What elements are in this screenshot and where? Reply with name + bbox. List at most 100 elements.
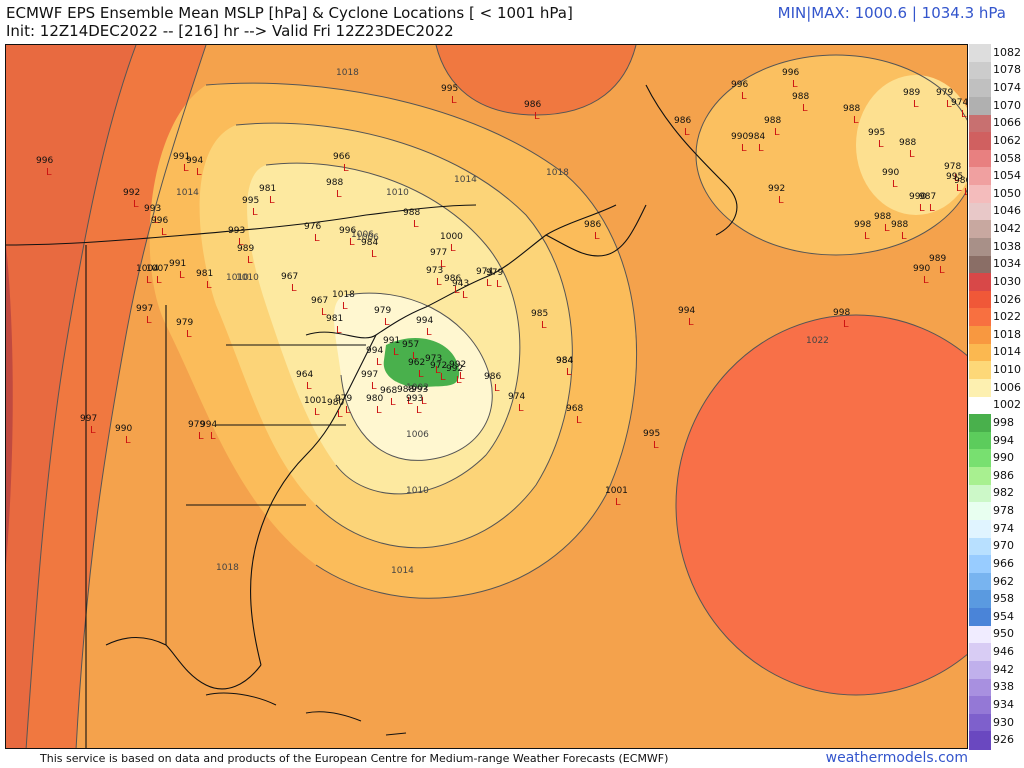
cyclone-pressure-label: 964 [296, 370, 313, 380]
cyclone-pressure-label: 989 [237, 244, 254, 254]
isobar-label: 1010 [406, 486, 429, 496]
cyclone-pressure-label: 968 [566, 404, 583, 414]
colorbar-label: 1014 [993, 345, 1021, 359]
cyclone-l-marker: L [913, 99, 919, 110]
isobar-label: 1018 [546, 168, 569, 178]
colorbar-label: 1030 [993, 274, 1021, 288]
colorbar-label: 958 [993, 592, 1014, 606]
colorbar-label: 1002 [993, 398, 1021, 412]
colorbar-label: 946 [993, 645, 1014, 659]
cyclone-l-marker: L [343, 163, 349, 174]
isobar-label: 1002 [406, 383, 429, 393]
cyclone-l-marker: L [291, 283, 297, 294]
cyclone-l-marker: L [518, 403, 524, 414]
colorbar-label: 1066 [993, 116, 1021, 130]
cyclone-l-marker: L [314, 233, 320, 244]
cyclone-pressure-label: 1004 [136, 264, 159, 274]
isobar-labels: 1018 1014 1010 1006 1002 1006 1010 1014 1018 1022… [176, 68, 829, 576]
site-link[interactable]: weathermodels.com [825, 750, 968, 766]
cyclone-pressure-label: 997 [361, 370, 378, 380]
cyclone-l-marker: L [758, 143, 764, 154]
cyclone-pressure-label: 996 [339, 226, 356, 236]
colorbar-swatch [969, 202, 991, 221]
colorbar-swatch [969, 378, 991, 397]
cyclone-pressure-label: 991 [169, 259, 186, 269]
cyclone-l-marker: L [440, 259, 446, 270]
cyclone-pressure-label: 996 [731, 80, 748, 90]
cyclone-l-marker: L [342, 301, 348, 312]
colorbar-swatch [969, 608, 991, 627]
isobar-label: 1010 [226, 273, 249, 283]
colorbar-label: 998 [993, 415, 1014, 429]
cyclone-l-marker: L [418, 369, 424, 380]
isobar-label: 1006 [351, 230, 374, 240]
colorbar-swatch [969, 343, 991, 362]
cyclone-l-marker: L [421, 396, 427, 407]
cyclone-l-marker: L [314, 407, 320, 418]
colorbar-swatch [969, 220, 991, 239]
cyclone-l-marker: L [416, 405, 422, 416]
colorbar-label: 1058 [993, 151, 1021, 165]
cyclone-l-marker: L [376, 405, 382, 416]
cyclone-l-marker: L [892, 179, 898, 190]
cyclone-pressure-label: 993 [228, 226, 245, 236]
colorbar-label: 1006 [993, 380, 1021, 394]
isobar-label: 1010 [386, 188, 409, 198]
cyclone-l-marker: L [853, 115, 859, 126]
cyclone-pressure-label: 994 [366, 346, 383, 356]
cyclone-l-marker: L [440, 372, 446, 383]
colorbar-swatch [969, 519, 991, 538]
cyclone-l-marker: L [684, 127, 690, 138]
colorbar-label: 962 [993, 574, 1014, 588]
colorbar-label: 1050 [993, 186, 1021, 200]
cyclone-l-marker: L [688, 317, 694, 328]
colorbar-swatch [969, 467, 991, 486]
cyclone-pressure-label: 992 [123, 188, 140, 198]
cyclone-l-marker: L [615, 497, 621, 508]
cyclone-l-marker: L [566, 367, 572, 378]
colorbar-label: 1018 [993, 327, 1021, 341]
cyclone-l-marker: L [534, 111, 540, 122]
cyclone-l-marker: L [161, 227, 167, 238]
cyclone-l-marker: L [306, 381, 312, 392]
init-valid-time: Init: 12Z14DEC2022 -- [216] hr --> Valid… [6, 22, 454, 40]
cyclone-pressure-label: 981 [259, 184, 276, 194]
cyclone-l-marker: L [426, 327, 432, 338]
colorbar-label: 994 [993, 433, 1014, 447]
cyclone-pressure-label: 979 [335, 394, 352, 404]
isobar-label: 1014 [391, 566, 414, 576]
cyclone-pressure-label: 943 [452, 279, 469, 289]
isobar-label: 1006 [406, 430, 429, 440]
